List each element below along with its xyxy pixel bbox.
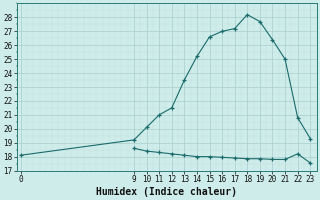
X-axis label: Humidex (Indice chaleur): Humidex (Indice chaleur) bbox=[96, 186, 237, 197]
